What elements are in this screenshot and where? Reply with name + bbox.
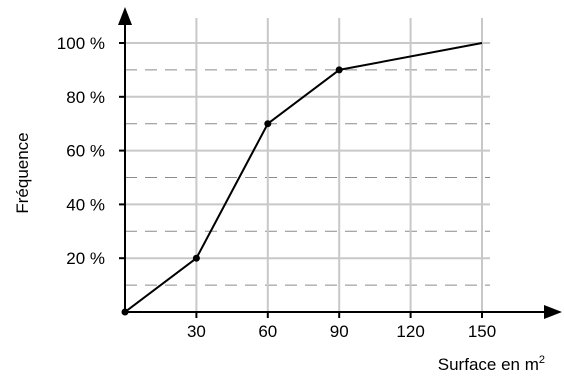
x-tick-label-90: 90 (330, 322, 349, 341)
x-tick-label-30: 30 (187, 322, 206, 341)
y-tick-label-60: 60 % (66, 142, 105, 161)
x-tick-label-120: 120 (396, 322, 424, 341)
data-point-30 (192, 254, 200, 262)
x-axis-title-text: Surface en m (438, 355, 539, 374)
data-point-60 (264, 120, 272, 128)
x-tick-label-150: 150 (468, 322, 496, 341)
y-tick-label-100: 100 % (57, 34, 105, 53)
x-axis-title: Surface en m2 (438, 354, 545, 374)
y-tick-label-80: 80 % (66, 88, 105, 107)
grid (125, 18, 490, 312)
y-axis-arrow (118, 7, 132, 25)
y-tick-label-40: 40 % (66, 195, 105, 214)
data-point-0 (121, 308, 129, 316)
x-axis-title-superscript: 2 (539, 354, 545, 366)
x-axis-arrow (544, 305, 562, 319)
data-point-90 (335, 66, 343, 74)
y-tick-label-20: 20 % (66, 249, 105, 268)
y-axis-title: Fréquence (13, 132, 32, 213)
tick-labels: 20 % 40 % 60 % 80 % 100 % 30 60 90 120 150 (57, 34, 496, 341)
x-tick-label-60: 60 (258, 322, 277, 341)
axes (118, 7, 562, 319)
series-cumulative-frequency (121, 42, 483, 316)
